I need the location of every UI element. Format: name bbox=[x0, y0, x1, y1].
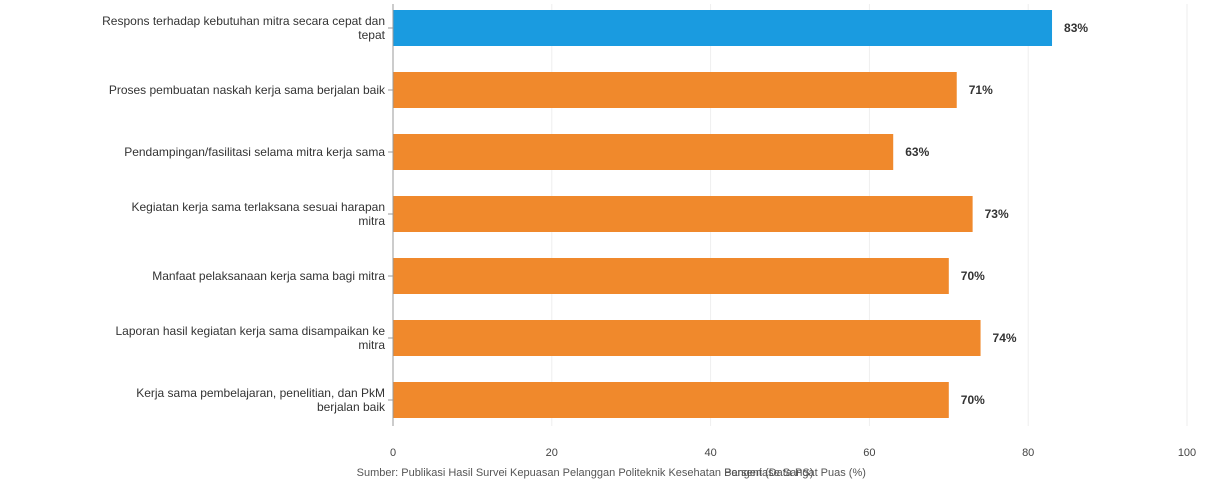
x-tick-label: 0 bbox=[390, 447, 396, 459]
category-label: Respons terhadap kebutuhan mitra secara … bbox=[102, 14, 385, 28]
category-label: Laporan hasil kegiatan kerja sama disamp… bbox=[116, 324, 386, 338]
x-tick-label: 60 bbox=[863, 447, 875, 459]
bar bbox=[393, 258, 949, 294]
category-label: Proses pembuatan naskah kerja sama berja… bbox=[109, 83, 386, 97]
x-tick-label: 100 bbox=[1178, 447, 1196, 459]
data-label: 63% bbox=[905, 145, 929, 159]
data-label: 83% bbox=[1064, 21, 1088, 35]
value-labels: 83% 71% 63% 73% 70% 74% 70% bbox=[905, 21, 1088, 407]
bar bbox=[393, 382, 949, 418]
category-label: mitra bbox=[358, 214, 385, 228]
x-axis-source-label: Sumber: Publikasi Hasil Survei Kepuasan … bbox=[357, 467, 814, 479]
bar bbox=[393, 320, 981, 356]
x-tick-label: 40 bbox=[704, 447, 716, 459]
data-label: 70% bbox=[961, 269, 985, 283]
bar bbox=[393, 72, 957, 108]
data-label: 74% bbox=[993, 331, 1017, 345]
bar bbox=[393, 134, 894, 170]
data-label: 73% bbox=[985, 207, 1009, 221]
category-label: Manfaat pelaksanaan kerja sama bagi mitr… bbox=[152, 269, 385, 283]
bar bbox=[393, 196, 973, 232]
data-label: 71% bbox=[969, 83, 993, 97]
category-label: mitra bbox=[358, 338, 385, 352]
data-label: 70% bbox=[961, 393, 985, 407]
category-labels: Respons terhadap kebutuhan mitra secara … bbox=[102, 14, 386, 414]
x-axis: 0 20 40 60 80 100 bbox=[388, 4, 1196, 459]
bars bbox=[393, 10, 1053, 418]
bar bbox=[393, 10, 1053, 46]
x-tick-label: 80 bbox=[1022, 447, 1034, 459]
category-label: tepat bbox=[358, 28, 385, 42]
category-label: Kegiatan kerja sama terlaksana sesuai ha… bbox=[132, 200, 386, 214]
x-tick-label: 20 bbox=[546, 447, 558, 459]
x-axis-title: Persentase Sangat Puas (%) bbox=[724, 467, 866, 479]
category-label: Kerja sama pembelajaran, penelitian, dan… bbox=[136, 386, 385, 400]
category-label: Pendampingan/fasilitasi selama mitra ker… bbox=[124, 145, 385, 159]
category-label: berjalan baik bbox=[317, 400, 386, 414]
